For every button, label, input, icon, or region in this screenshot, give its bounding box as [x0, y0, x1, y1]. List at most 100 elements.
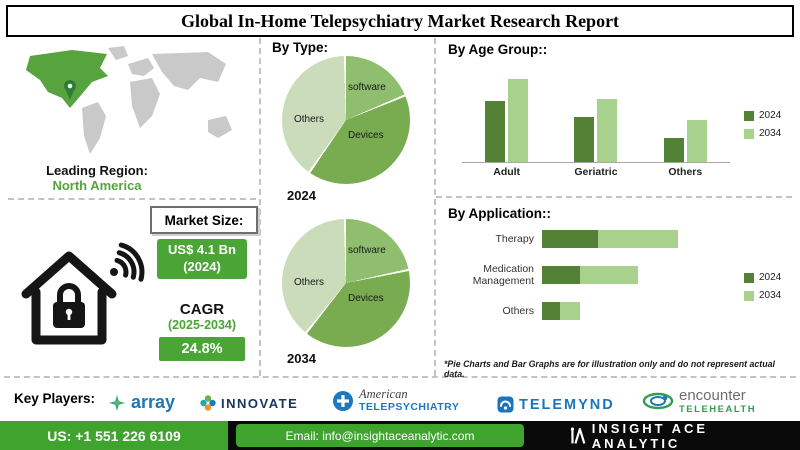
- logo-innovate: INNOVATE: [200, 395, 298, 411]
- segment-2024: [542, 302, 560, 321]
- telemynd-logo-text: TELEMYND: [519, 396, 615, 413]
- market-size-year: (2024): [183, 259, 221, 274]
- map-asia: [152, 52, 226, 90]
- bar-pair: [574, 64, 618, 162]
- map-africa: [130, 78, 160, 128]
- bar-pair: [663, 64, 707, 162]
- legend-swatch-2034: [744, 128, 754, 139]
- telemynd-icon: [497, 396, 514, 413]
- bar-2024: [574, 116, 595, 162]
- pie-2024-label-software: software: [348, 82, 386, 93]
- by-type-heading: By Type:: [272, 40, 329, 55]
- pie-chart-2024: software Devices Others: [282, 56, 410, 184]
- legend-item-2024: 2024: [744, 272, 781, 283]
- pie-chart-2034: software Devices Others: [282, 219, 410, 347]
- bar-2024: [485, 101, 506, 162]
- market-size-label: Market Size:: [150, 206, 258, 234]
- legend-label-2024: 2024: [759, 272, 782, 283]
- pie-2024-label-others: Others: [294, 114, 325, 125]
- wifi-signal-icon: [110, 242, 145, 282]
- phone-badge: US: +1 551 226 6109: [0, 421, 228, 450]
- divider-left: [8, 198, 256, 200]
- cagr-block: CAGR (2025-2034) 24.8%: [150, 301, 254, 361]
- divider-right: [436, 196, 792, 198]
- map-south-america: [82, 102, 106, 154]
- segment-2034: [559, 302, 581, 321]
- pie-2024-year: 2024: [287, 188, 316, 203]
- innovate-pinwheel-icon: [200, 395, 216, 411]
- cagr-period: (2025-2034): [167, 318, 237, 332]
- application-bar-chart: Therapy Medication Management Others: [446, 230, 738, 335]
- bar-2034: [597, 99, 618, 162]
- market-size-value: US$ 4.1 Bn: [168, 242, 236, 258]
- array-logo-text: array: [131, 392, 176, 412]
- map-australia: [208, 116, 232, 138]
- bar-2034: [686, 119, 707, 162]
- bar-2024: [663, 138, 684, 162]
- insight-ace-logo-icon: [570, 427, 586, 444]
- age-group-axis-line: [462, 162, 730, 163]
- age-group-bar-chart: Adult Geriatric Others: [462, 64, 730, 186]
- array-logo-icon: [109, 394, 125, 411]
- bar-group-adult: Adult: [462, 64, 550, 186]
- leading-region-label: Leading Region:: [46, 163, 148, 178]
- atp-logo-text-top: American: [359, 387, 408, 401]
- application-label: Medication Management: [472, 263, 534, 288]
- american-telepsychiatry-icon: [333, 390, 353, 411]
- divider-vertical-2: [434, 38, 436, 376]
- bar-category-label: Others: [668, 166, 703, 178]
- legend-swatch-2024: [744, 110, 754, 121]
- leading-region-block: Leading Region: North America: [12, 163, 182, 193]
- pie-2034-label-software: software: [348, 245, 386, 256]
- leading-region-value: North America: [52, 178, 142, 193]
- encounter-logo-text-bottom: TELEHEALTH: [679, 403, 757, 415]
- pie-2024-label-devices: Devices: [348, 130, 384, 141]
- legend-swatch-2034: [744, 290, 754, 301]
- divider-footer: [4, 376, 796, 378]
- world-map: [26, 46, 232, 154]
- title-bar: Global In-Home Telepsychiatry Market Res…: [6, 5, 794, 37]
- pie-2024-graphic: [282, 56, 410, 184]
- email-badge: Email: info@insightaceanalytic.com: [236, 424, 524, 447]
- disclaimer-note: *Pie Charts and Bar Graphs are for illus…: [444, 359, 775, 379]
- bar-group-others: Others: [641, 64, 729, 186]
- application-row: Medication Management: [446, 263, 738, 287]
- application-bar: [542, 230, 678, 248]
- application-bar: [542, 302, 581, 321]
- market-size-value-badge: US$ 4.1 Bn (2024): [157, 239, 247, 279]
- encounter-ellipses-icon: [642, 393, 674, 410]
- application-row: Therapy: [446, 230, 738, 248]
- map-greenland: [108, 46, 128, 60]
- application-row: Others: [446, 302, 738, 321]
- location-pin-icon: [64, 80, 76, 100]
- pie-2034-label-others: Others: [294, 277, 325, 288]
- map-europe: [128, 58, 154, 76]
- application-bar: [542, 266, 638, 285]
- pie-2034-graphic: [282, 219, 410, 347]
- brand-name: INSIGHT ACE ANALYTIC: [591, 421, 709, 450]
- page-title: Global In-Home Telepsychiatry Market Res…: [180, 10, 620, 31]
- bar-category-label: Adult: [493, 166, 521, 178]
- pie-2034-year: 2034: [287, 351, 316, 366]
- segment-2034: [598, 230, 678, 248]
- market-size-label-text: Market Size:: [164, 212, 244, 228]
- bar-2034: [508, 78, 529, 162]
- by-application-heading: By Application::: [448, 206, 551, 221]
- map-north-america-highlight: [26, 50, 108, 108]
- legend-label-2024: 2024: [759, 110, 782, 121]
- logo-american-telepsychiatry: American TELEPSYCHIATRY: [332, 387, 459, 413]
- legend-item-2034: 2034: [744, 128, 781, 139]
- legend-swatch-2024: [744, 272, 754, 283]
- bar-pair: [485, 64, 529, 162]
- by-age-group-heading: By Age Group::: [448, 42, 548, 57]
- application-label: Therapy: [495, 232, 534, 245]
- key-players-label: Key Players:: [14, 391, 96, 406]
- pie-2034-label-devices: Devices: [348, 293, 384, 304]
- legend-item-2034: 2034: [744, 290, 781, 301]
- cagr-value-badge: 24.8%: [159, 337, 245, 361]
- segment-2034: [580, 266, 638, 285]
- bar-group-geriatric: Geriatric: [552, 64, 640, 186]
- cagr-label: CAGR: [179, 301, 225, 318]
- bar-category-label: Geriatric: [574, 166, 618, 178]
